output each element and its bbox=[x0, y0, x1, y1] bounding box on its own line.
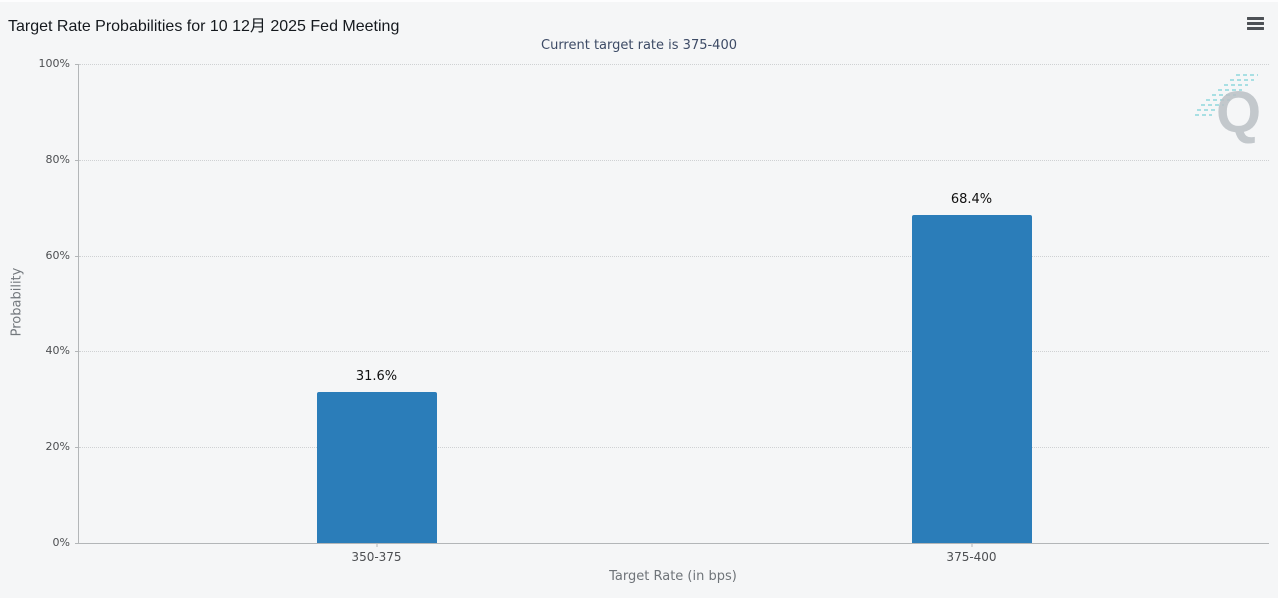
chart-title: Target Rate Probabilities for 10 12月 202… bbox=[8, 18, 400, 35]
y-axis-tick-label: 0% bbox=[52, 536, 70, 549]
chart-subtitle: Current target rate is 375-400 bbox=[541, 38, 737, 53]
plot-area: 0% 20% 40% 60% 80% 100% 31.6% 350-375 68.4% 375-4… bbox=[39, 57, 1269, 564]
y-axis-tick bbox=[75, 543, 79, 544]
y-axis-tick bbox=[75, 351, 79, 353]
y-axis-tick bbox=[75, 159, 79, 161]
probability-bar[interactable] bbox=[911, 215, 1032, 543]
menu-bar bbox=[1247, 17, 1264, 20]
probability-bar[interactable] bbox=[316, 391, 437, 543]
gridline bbox=[79, 351, 1269, 353]
gridline bbox=[79, 159, 1269, 161]
menu-bar bbox=[1247, 27, 1264, 30]
menu-bar bbox=[1247, 22, 1264, 25]
x-axis-tick-label: 375-400 bbox=[946, 550, 997, 564]
x-axis-title: Target Rate (in bps) bbox=[609, 569, 737, 584]
gridline bbox=[79, 447, 1269, 449]
bar-value-label: 31.6% bbox=[355, 368, 398, 384]
y-axis-tick-label: 100% bbox=[38, 57, 70, 70]
y-axis-tick bbox=[75, 447, 79, 449]
gridline bbox=[79, 64, 1269, 65]
quikstrike-q-icon: Q bbox=[1195, 74, 1261, 145]
x-axis-tick bbox=[376, 543, 377, 547]
x-axis-tick-label: 350-375 bbox=[351, 550, 402, 564]
gridline bbox=[79, 255, 1269, 257]
y-axis-tick bbox=[75, 255, 79, 257]
y-axis-tick bbox=[75, 64, 79, 65]
y-axis-title: Probability bbox=[9, 267, 25, 337]
x-axis-tick bbox=[971, 543, 972, 547]
quikstrike-watermark-logo: Q bbox=[1194, 68, 1264, 148]
y-axis-tick-label: 40% bbox=[45, 344, 70, 358]
watermark-letter: Q bbox=[1216, 80, 1261, 145]
y-axis-tick-label: 20% bbox=[45, 440, 70, 454]
y-axis-tick-label: 80% bbox=[45, 152, 70, 166]
bar-value-label: 68.4% bbox=[950, 192, 993, 208]
hamburger-menu-icon[interactable] bbox=[1247, 17, 1264, 31]
y-axis-tick-label: 60% bbox=[45, 248, 70, 262]
